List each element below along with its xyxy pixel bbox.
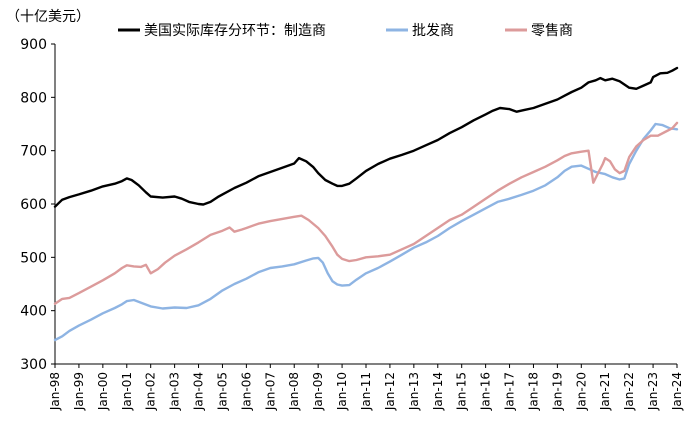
series-line-2 [53,122,679,342]
y-tick-label: 900 [20,37,47,53]
x-tick-label: Jan-17 [503,372,517,411]
x-tick-label: Jan-24 [670,372,684,411]
x-tick-label: Jan-21 [598,372,612,411]
series-layer [53,66,679,342]
x-tick-label: Jan-98 [48,372,62,411]
legend-label-2: 批发商 [412,23,454,39]
legend: 美国实际库存分环节：制造商 批发商 零售商 [118,23,573,39]
x-tick-label: Jan-99 [72,372,86,411]
x-tick-label: Jan-15 [455,372,469,411]
x-tick-label: Jan-23 [646,372,660,411]
legend-label-1: 美国实际库存分环节：制造商 [144,23,326,39]
x-tick-label: Jan-12 [383,372,397,411]
x-tick-label: Jan-19 [550,372,564,411]
x-tick-label: Jan-18 [526,372,540,411]
x-tick-label: Jan-02 [144,372,158,411]
x-tick-label: Jan-09 [311,372,325,411]
x-tick-label: Jan-13 [407,372,421,411]
x-tick-label: Jan-00 [96,372,110,411]
x-tick-label: Jan-08 [287,372,301,411]
x-tick-label: Jan-11 [359,372,373,411]
x-tick-label: Jan-16 [479,372,493,411]
x-tick-label: Jan-04 [192,372,206,411]
y-tick-label: 400 [20,304,47,320]
y-tick-label: 800 [20,90,47,106]
x-tick-label: Jan-01 [120,372,134,411]
x-tick-label: Jan-22 [622,372,636,411]
x-tick-label: Jan-05 [215,372,229,411]
x-tick-label: Jan-20 [574,372,588,411]
x-tick-label: Jan-14 [431,372,445,411]
x-tick-label: Jan-10 [335,372,349,411]
y-tick-label: 500 [20,250,47,266]
y-tick-label: 700 [20,144,47,160]
x-tick-label: Jan-07 [263,372,277,411]
series-line-3 [53,121,679,305]
x-tick-label: Jan-03 [168,372,182,411]
y-tick-label: 300 [20,357,47,373]
y-axis-unit-label: （十亿美元） [6,9,90,25]
y-tick-label: 600 [20,197,47,213]
legend-label-3: 零售商 [531,23,573,39]
series-line-1 [53,66,679,208]
axes: 300 400 500 600 700 800 900 Jan-98 Jan-99 Jan-00 J… [20,37,684,411]
x-tick-label: Jan-06 [239,372,253,411]
